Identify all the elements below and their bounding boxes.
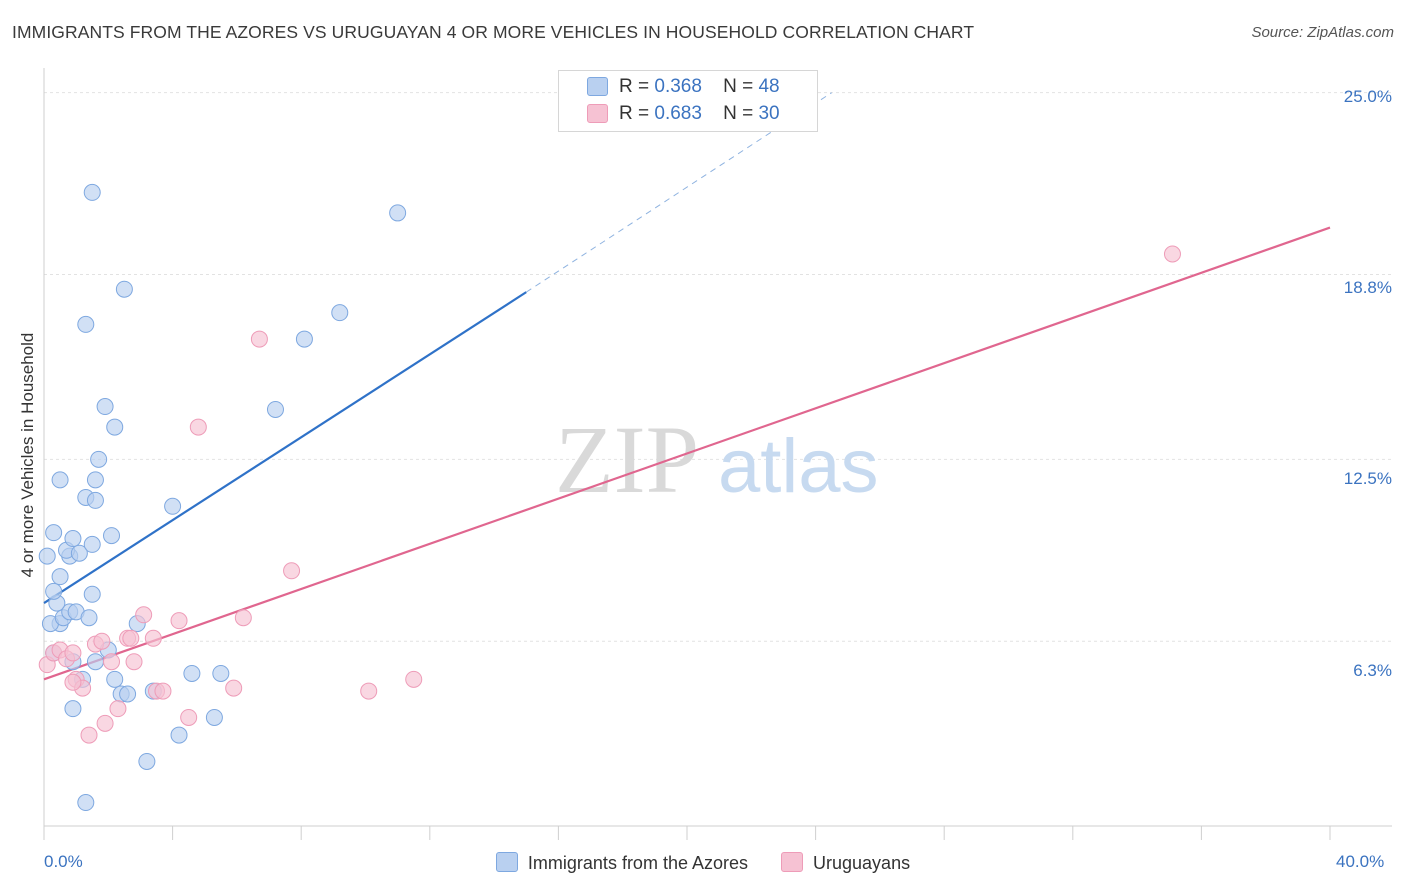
point-uruguayans bbox=[234, 609, 252, 627]
trend-lines bbox=[43, 92, 1331, 681]
point-uruguayans bbox=[93, 632, 111, 650]
point-uruguayans bbox=[122, 629, 140, 647]
point-azores bbox=[38, 547, 56, 565]
point-uruguayans bbox=[154, 682, 172, 700]
point-uruguayans bbox=[109, 700, 127, 718]
point-uruguayans bbox=[64, 673, 82, 691]
point-uruguayans bbox=[135, 606, 153, 624]
point-uruguayans bbox=[283, 562, 301, 580]
point-azores bbox=[83, 585, 101, 603]
point-azores bbox=[115, 280, 133, 298]
point-uruguayans bbox=[170, 612, 188, 630]
point-azores bbox=[170, 726, 188, 744]
y-tick-label: 6.3% bbox=[1353, 661, 1392, 680]
y-axis-label: 4 or more Vehicles in Household bbox=[18, 332, 37, 578]
point-uruguayans bbox=[80, 726, 98, 744]
point-azores bbox=[96, 398, 114, 416]
r-label: R = bbox=[619, 103, 650, 124]
axes bbox=[43, 68, 1392, 840]
y-tick-label: 12.5% bbox=[1343, 469, 1392, 488]
point-azores bbox=[164, 497, 182, 515]
chart-title: IMMIGRANTS FROM THE AZORES VS URUGUAYAN … bbox=[12, 22, 975, 42]
point-azores bbox=[138, 752, 156, 770]
point-azores bbox=[119, 685, 137, 703]
point-azores bbox=[331, 304, 349, 322]
legend-label: Immigrants from the Azores bbox=[527, 853, 748, 873]
legend-item-uruguayans: Uruguayans bbox=[781, 852, 910, 874]
point-azores bbox=[103, 527, 121, 545]
point-azores bbox=[64, 700, 82, 718]
point-azores bbox=[86, 653, 104, 671]
legend-label: Uruguayans bbox=[813, 853, 911, 873]
point-uruguayans bbox=[64, 644, 82, 662]
point-azores bbox=[106, 670, 124, 688]
n-value: 48 bbox=[758, 76, 780, 97]
point-azores bbox=[266, 400, 284, 418]
legend-swatch-uruguayans bbox=[587, 104, 608, 123]
r-label: R = bbox=[619, 76, 650, 97]
point-azores bbox=[86, 491, 104, 509]
watermark-atlas: atlas bbox=[718, 424, 879, 509]
point-azores bbox=[86, 471, 104, 489]
point-azores bbox=[80, 609, 98, 627]
point-azores bbox=[64, 530, 82, 548]
x-tick-label: 40.0% bbox=[1336, 852, 1385, 871]
legend-swatch-azores bbox=[495, 852, 518, 872]
point-uruguayans bbox=[144, 629, 162, 647]
point-uruguayans bbox=[189, 418, 207, 436]
point-uruguayans bbox=[96, 714, 114, 732]
point-azores bbox=[106, 418, 124, 436]
point-azores bbox=[183, 664, 201, 682]
point-azores bbox=[205, 708, 223, 726]
n-label: N = bbox=[723, 76, 754, 97]
point-uruguayans bbox=[103, 653, 121, 671]
legend-swatch-azores bbox=[587, 77, 608, 96]
source-label: Source: ZipAtlas.com bbox=[1251, 24, 1394, 41]
point-uruguayans bbox=[1163, 245, 1181, 263]
legend-item-azores: Immigrants from the Azores bbox=[495, 852, 748, 874]
point-azores bbox=[90, 450, 108, 468]
y-tick-label: 25.0% bbox=[1343, 87, 1392, 106]
point-azores bbox=[51, 471, 69, 489]
y-tick-label: 18.8% bbox=[1343, 278, 1392, 297]
n-label: N = bbox=[723, 103, 754, 124]
point-uruguayans bbox=[180, 708, 198, 726]
point-uruguayans bbox=[405, 670, 423, 688]
series-legend: Immigrants from the Azores Uruguayans bbox=[0, 852, 1406, 874]
point-azores bbox=[83, 535, 101, 553]
point-uruguayans bbox=[250, 330, 268, 348]
grid-lines bbox=[44, 92, 1392, 642]
r-value: 0.368 bbox=[654, 76, 702, 97]
point-azores bbox=[45, 524, 63, 542]
data-points bbox=[38, 183, 1181, 812]
stats-legend: R = 0.368 N = 48 R = 0.683 N = 30 bbox=[558, 70, 818, 132]
point-azores bbox=[295, 330, 313, 348]
point-uruguayans bbox=[125, 653, 143, 671]
watermark-zip: ZIP bbox=[555, 406, 699, 513]
r-value: 0.683 bbox=[654, 103, 702, 124]
n-value: 30 bbox=[758, 103, 780, 124]
legend-row-azores: R = 0.368 N = 48 bbox=[619, 76, 780, 98]
point-azores bbox=[70, 544, 88, 562]
point-azores bbox=[51, 568, 69, 586]
trend-line-azores bbox=[43, 291, 527, 604]
point-uruguayans bbox=[225, 679, 243, 697]
point-azores bbox=[212, 664, 230, 682]
point-azores bbox=[77, 315, 95, 333]
point-uruguayans bbox=[360, 682, 378, 700]
legend-swatch-uruguayans bbox=[781, 852, 804, 872]
x-tick-label: 0.0% bbox=[44, 852, 83, 871]
point-azores bbox=[45, 582, 63, 600]
trend-line-uruguayans bbox=[43, 226, 1331, 681]
point-azores bbox=[389, 204, 407, 222]
trend-line-extension bbox=[525, 92, 832, 293]
legend-row-uruguayans: R = 0.683 N = 30 bbox=[619, 103, 780, 125]
point-azores bbox=[77, 794, 95, 812]
point-azores bbox=[83, 183, 101, 201]
